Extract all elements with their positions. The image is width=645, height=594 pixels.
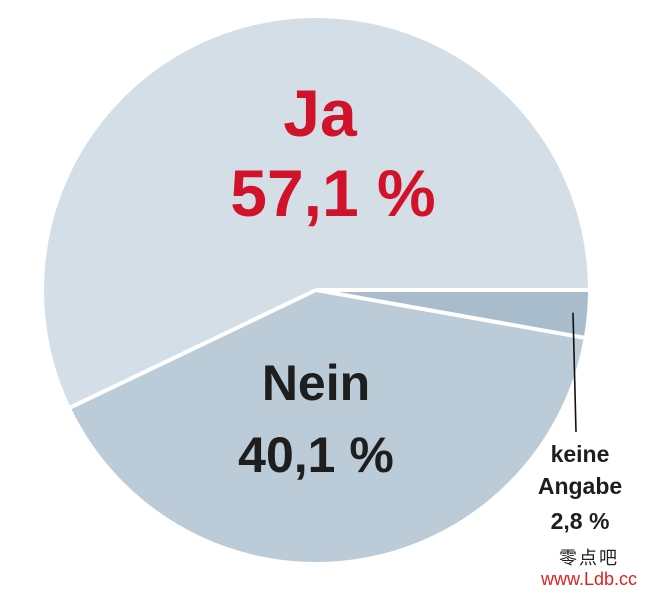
watermark-chinese: 零点吧	[558, 547, 619, 569]
pie-slice-nein	[70, 290, 584, 563]
watermark: 零点吧 www.Ldb.cc	[540, 547, 637, 590]
slice-separator	[315, 288, 585, 340]
keine-angabe-leader-line	[572, 312, 577, 433]
ja-value: 57,1 %	[230, 156, 435, 230]
slice-separators	[69, 288, 588, 410]
keine-angabe-value: 2,8 %	[551, 508, 610, 534]
pie-slices	[43, 18, 589, 563]
ja-label: Ja	[283, 76, 358, 150]
pie-slice-ja	[43, 18, 589, 408]
watermark-url: www.Ldb.cc	[540, 569, 637, 590]
keine-angabe-label-line2: Angabe	[538, 473, 622, 499]
nein-label: Nein	[262, 355, 370, 411]
nein-value: 40,1 %	[238, 427, 394, 483]
slice-separator	[69, 288, 317, 410]
keine-angabe-label-line1: keine	[551, 441, 610, 467]
